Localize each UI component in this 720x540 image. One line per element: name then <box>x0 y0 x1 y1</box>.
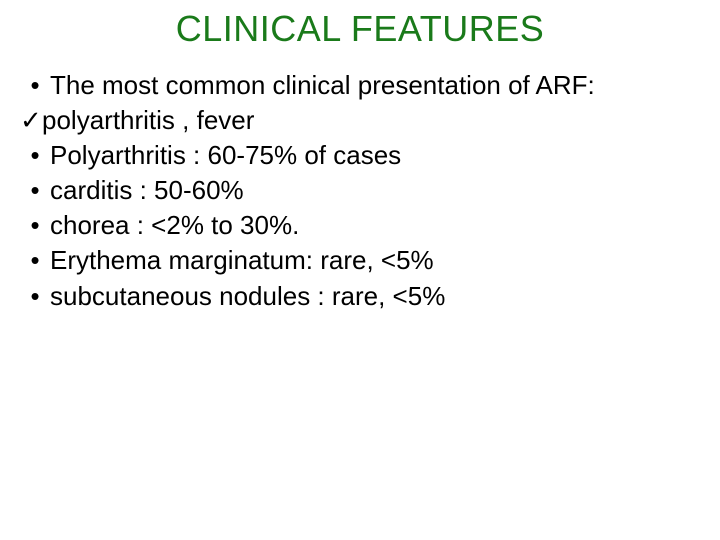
bullet-icon: • <box>20 138 50 173</box>
list-item: • Polyarthritis : 60-75% of cases <box>20 138 700 173</box>
bullet-icon: • <box>20 208 50 243</box>
list-item-text: chorea : <2% to 30%. <box>50 208 700 243</box>
bullet-icon: • <box>20 243 50 278</box>
slide-body: •The most common clinical presentation o… <box>20 68 700 314</box>
list-item: •subcutaneous nodules : rare, <5% <box>20 279 700 314</box>
list-item: •chorea : <2% to 30%. <box>20 208 700 243</box>
slide: CLINICAL FEATURES •The most common clini… <box>0 0 720 540</box>
list-item-text: Polyarthritis : 60-75% of cases <box>50 138 700 173</box>
list-item: •Erythema marginatum: rare, <5% <box>20 243 700 278</box>
slide-title: CLINICAL FEATURES <box>20 8 700 50</box>
list-item-text: The most common clinical presentation of… <box>50 68 700 103</box>
list-item: • carditis : 50-60% <box>20 173 700 208</box>
bullet-icon: • <box>20 279 50 314</box>
list-item: •The most common clinical presentation o… <box>20 68 700 103</box>
bullet-icon: • <box>20 68 50 103</box>
list-item-text: polyarthritis , fever <box>42 103 700 138</box>
check-icon: ✓ <box>20 103 42 138</box>
list-item: ✓polyarthritis , fever <box>20 103 700 138</box>
list-item-text: carditis : 50-60% <box>50 173 700 208</box>
list-item-text: subcutaneous nodules : rare, <5% <box>50 279 700 314</box>
bullet-icon: • <box>20 173 50 208</box>
list-item-text: Erythema marginatum: rare, <5% <box>50 243 700 278</box>
